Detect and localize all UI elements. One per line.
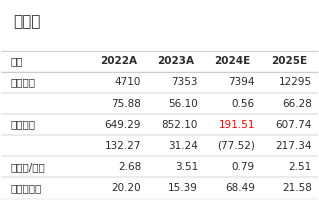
Text: 维持）: 维持） <box>13 14 40 29</box>
